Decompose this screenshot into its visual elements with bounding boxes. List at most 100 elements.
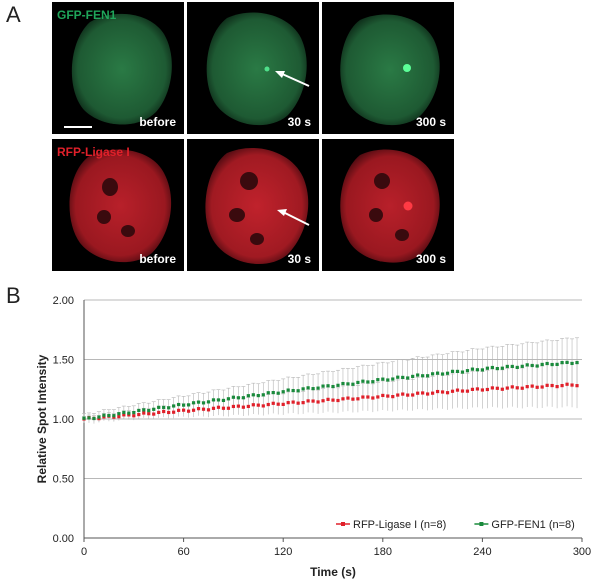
data-point bbox=[510, 385, 514, 389]
data-point bbox=[495, 366, 499, 371]
data-point bbox=[555, 362, 559, 366]
data-point bbox=[296, 401, 300, 405]
data-point bbox=[440, 372, 445, 376]
data-point bbox=[286, 401, 290, 405]
data-point bbox=[411, 393, 415, 397]
data-point bbox=[186, 409, 191, 413]
data-point bbox=[460, 389, 465, 393]
microscopy-gfp-before: GFP-FEN1 before bbox=[52, 2, 184, 134]
data-point bbox=[172, 410, 176, 414]
data-point bbox=[311, 399, 315, 403]
data-point bbox=[182, 408, 186, 412]
data-point bbox=[216, 405, 221, 409]
data-point bbox=[475, 368, 480, 372]
data-point bbox=[256, 403, 260, 407]
data-point bbox=[490, 365, 494, 370]
data-point bbox=[102, 415, 106, 419]
scale-bar bbox=[64, 126, 92, 128]
y-tick-label: 1.50 bbox=[53, 355, 74, 367]
data-point bbox=[401, 392, 405, 396]
data-point bbox=[216, 398, 221, 402]
time-label: 300 s bbox=[415, 252, 446, 266]
data-point bbox=[540, 362, 544, 367]
data-point bbox=[137, 412, 141, 417]
data-point bbox=[127, 413, 131, 417]
data-point bbox=[112, 414, 116, 418]
data-point bbox=[147, 412, 151, 416]
data-point bbox=[321, 384, 325, 388]
data-point bbox=[122, 410, 126, 415]
legend-marker bbox=[341, 522, 345, 526]
data-point bbox=[376, 395, 380, 399]
microscopy-rfp-before: RFP-Ligase I before bbox=[52, 139, 184, 271]
data-point bbox=[555, 384, 559, 389]
data-point bbox=[241, 405, 245, 409]
data-point bbox=[177, 402, 181, 407]
data-point bbox=[291, 388, 295, 393]
data-point bbox=[331, 398, 335, 402]
x-tick-label: 120 bbox=[274, 546, 292, 558]
data-point bbox=[560, 361, 564, 365]
data-point bbox=[361, 379, 365, 383]
data-point bbox=[196, 400, 201, 404]
time-label: 30 s bbox=[287, 115, 311, 129]
nucleus-image bbox=[71, 13, 172, 125]
microscopy-rfp-300s: 300 s bbox=[322, 139, 454, 271]
data-point bbox=[241, 396, 245, 400]
data-point bbox=[406, 393, 410, 397]
data-point bbox=[147, 408, 151, 413]
data-point bbox=[545, 361, 549, 366]
data-point bbox=[336, 398, 340, 403]
time-label: 30 s bbox=[287, 252, 311, 266]
data-point bbox=[117, 415, 121, 419]
data-point bbox=[346, 396, 350, 400]
data-point bbox=[326, 397, 330, 401]
data-point bbox=[421, 374, 425, 378]
data-point bbox=[311, 387, 315, 391]
nucleus-image bbox=[205, 147, 310, 265]
panel-b-letter: B bbox=[6, 283, 21, 308]
data-point bbox=[535, 385, 539, 389]
data-point bbox=[182, 403, 186, 407]
data-point bbox=[87, 416, 91, 420]
data-point bbox=[515, 365, 519, 370]
data-point bbox=[520, 364, 524, 368]
data-point bbox=[351, 397, 355, 401]
data-point bbox=[470, 387, 475, 391]
y-tick-label: 0.00 bbox=[53, 533, 74, 545]
data-point bbox=[391, 395, 395, 399]
time-label: before bbox=[139, 252, 176, 266]
legend-marker bbox=[479, 522, 484, 526]
data-point bbox=[545, 383, 549, 387]
nucleus-image bbox=[340, 149, 440, 263]
data-point bbox=[510, 364, 514, 369]
data-point bbox=[485, 387, 489, 392]
data-point bbox=[435, 389, 440, 394]
data-point bbox=[296, 389, 300, 393]
data-point bbox=[426, 392, 430, 396]
data-point bbox=[326, 384, 330, 388]
data-point bbox=[445, 391, 450, 395]
x-axis-label: Time (s) bbox=[310, 565, 356, 579]
data-point bbox=[291, 400, 295, 404]
data-point bbox=[107, 413, 111, 418]
data-point bbox=[465, 389, 470, 393]
data-point bbox=[386, 394, 390, 398]
legend-label: RFP-Ligase I (n=8) bbox=[353, 519, 446, 531]
data-point bbox=[221, 406, 226, 410]
data-point bbox=[231, 395, 235, 399]
data-point bbox=[271, 401, 275, 405]
data-point bbox=[231, 404, 235, 409]
data-point bbox=[301, 387, 305, 391]
data-point bbox=[575, 384, 579, 388]
microscopy-gfp-300s: 300 s bbox=[322, 2, 454, 134]
data-point bbox=[450, 389, 455, 393]
nucleus-image bbox=[206, 12, 310, 126]
data-point bbox=[431, 372, 435, 376]
data-point bbox=[371, 396, 375, 400]
data-point bbox=[525, 385, 529, 389]
data-point bbox=[460, 370, 465, 374]
data-point bbox=[281, 390, 285, 394]
data-point bbox=[336, 383, 340, 387]
data-point bbox=[206, 408, 211, 412]
